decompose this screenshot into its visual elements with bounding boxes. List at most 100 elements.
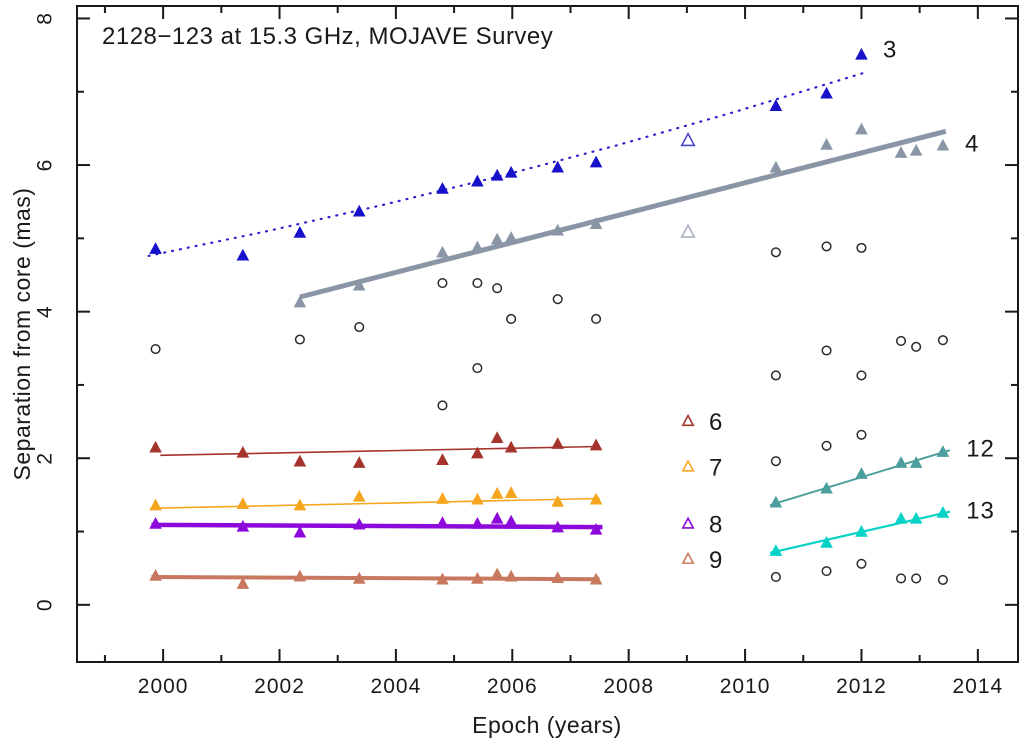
filled-triangle-marker bbox=[490, 486, 504, 499]
y-tick-label: 2 bbox=[33, 452, 56, 465]
open-circle-marker bbox=[437, 400, 448, 411]
open-circle-marker bbox=[354, 321, 365, 333]
filled-triangle-marker bbox=[855, 467, 868, 479]
y-tick-label: 6 bbox=[33, 159, 56, 172]
filled-triangle-marker bbox=[589, 522, 603, 535]
filled-triangle-marker bbox=[293, 295, 307, 308]
legend-label-8: 8 bbox=[709, 512, 723, 539]
filled-triangle-marker bbox=[149, 498, 162, 511]
y-axis-label: Separation from core (mas) bbox=[9, 188, 35, 481]
filled-triangle-marker bbox=[149, 568, 162, 581]
axis-ticks: 2000 2002 2004 2006 2008 2010 2012 2014 0 2 4 6 8 bbox=[33, 6, 1018, 698]
open-triangle-marker bbox=[681, 551, 695, 564]
filled-triangle-marker bbox=[504, 440, 518, 453]
filled-triangle-marker bbox=[589, 155, 603, 168]
open-triangle-marker bbox=[680, 223, 696, 238]
fit-line bbox=[147, 71, 866, 257]
filled-triangle-marker bbox=[490, 511, 504, 524]
open-circle-marker bbox=[895, 573, 907, 584]
filled-triangle-marker bbox=[471, 516, 484, 529]
component-label-13: 13 bbox=[966, 498, 995, 525]
filled-triangle-marker bbox=[936, 445, 950, 457]
x-tick-label: 2004 bbox=[371, 675, 422, 698]
open-circle-marker bbox=[821, 440, 832, 451]
filled-triangle-marker bbox=[149, 516, 162, 529]
filled-triangle-marker bbox=[293, 225, 307, 238]
series-7-markers bbox=[149, 486, 603, 511]
filled-triangle-marker bbox=[551, 160, 564, 173]
fit-line bbox=[160, 497, 600, 509]
legend-label-7: 7 bbox=[709, 454, 723, 481]
filled-triangle-marker bbox=[471, 492, 484, 505]
filled-triangle-marker bbox=[589, 438, 603, 451]
x-tick-label: 2010 bbox=[720, 675, 771, 698]
x-tick-label: 2000 bbox=[138, 675, 189, 698]
filled-triangle-marker bbox=[471, 174, 484, 187]
filled-triangle-marker bbox=[855, 122, 868, 135]
open-circle-marker bbox=[856, 242, 867, 253]
filled-triangle-marker bbox=[909, 143, 923, 156]
filled-triangle-marker bbox=[293, 569, 307, 582]
fit-line bbox=[160, 445, 600, 457]
filled-triangle-marker bbox=[894, 146, 908, 158]
open-triangle-marker bbox=[681, 413, 695, 427]
open-triangle-marker bbox=[681, 516, 695, 529]
open-circle-marker bbox=[770, 247, 781, 258]
component-label-4: 4 bbox=[965, 130, 979, 157]
filled-triangle-marker bbox=[769, 99, 783, 111]
filled-triangle-marker bbox=[551, 223, 564, 236]
component-label-12: 12 bbox=[966, 435, 995, 462]
series-4-fit-line bbox=[299, 128, 947, 300]
y-tick-label: 0 bbox=[33, 598, 56, 611]
filled-triangle-marker bbox=[855, 525, 868, 537]
filled-triangle-marker bbox=[820, 138, 833, 150]
filled-triangle-marker bbox=[769, 495, 783, 508]
filled-triangle-marker bbox=[769, 544, 783, 556]
x-tick-label: 2006 bbox=[487, 675, 538, 698]
filled-triangle-marker bbox=[352, 456, 366, 468]
x-axis-label: Epoch (years) bbox=[472, 712, 622, 738]
filled-triangle-marker bbox=[293, 525, 307, 538]
filled-triangle-marker bbox=[504, 231, 518, 243]
filled-triangle-marker bbox=[436, 181, 449, 194]
filled-triangle-marker bbox=[436, 572, 449, 585]
filled-triangle-marker bbox=[471, 446, 484, 459]
filled-triangle-marker bbox=[504, 486, 518, 498]
fit-line bbox=[151, 522, 603, 530]
open-circle-marker bbox=[492, 283, 503, 294]
open-circle-marker bbox=[856, 370, 867, 381]
series-12-markers: 12 bbox=[769, 435, 995, 508]
open-circle-marker bbox=[911, 341, 922, 352]
series-6-fit-line bbox=[160, 445, 600, 457]
filled-triangle-marker bbox=[551, 571, 564, 583]
filled-triangle-marker bbox=[551, 520, 564, 533]
filled-triangle-marker bbox=[490, 431, 504, 443]
open-circle-marker bbox=[770, 571, 781, 583]
series-6-markers bbox=[149, 431, 603, 468]
y-tick-label: 8 bbox=[33, 12, 56, 25]
filled-triangle-marker bbox=[894, 456, 908, 468]
open-circle-marker bbox=[895, 335, 907, 347]
legend-label-9: 9 bbox=[709, 547, 723, 574]
open-triangle-marker bbox=[680, 131, 696, 147]
filled-triangle-marker bbox=[236, 497, 250, 509]
x-tick-label: 2008 bbox=[603, 675, 654, 698]
open-circle-marker bbox=[472, 278, 483, 289]
fit-line bbox=[299, 128, 947, 300]
filled-triangle-marker bbox=[436, 453, 449, 465]
series-4-markers: 4 bbox=[293, 122, 979, 308]
filled-triangle-marker bbox=[894, 511, 908, 524]
x-tick-label: 2012 bbox=[836, 675, 887, 698]
filled-triangle-marker bbox=[909, 456, 923, 468]
x-tick-label: 2002 bbox=[254, 675, 305, 698]
open-circle-marker bbox=[911, 573, 922, 584]
open-circle-marker bbox=[552, 294, 563, 305]
filled-triangle-marker bbox=[236, 519, 250, 532]
open-circle-marker bbox=[856, 429, 867, 440]
open-circle-marker bbox=[506, 313, 517, 325]
filled-triangle-marker bbox=[149, 242, 162, 254]
filled-triangle-marker bbox=[436, 516, 449, 529]
component-legend: 6 7 8 9 bbox=[681, 409, 723, 574]
open-circle-marker bbox=[770, 456, 781, 467]
